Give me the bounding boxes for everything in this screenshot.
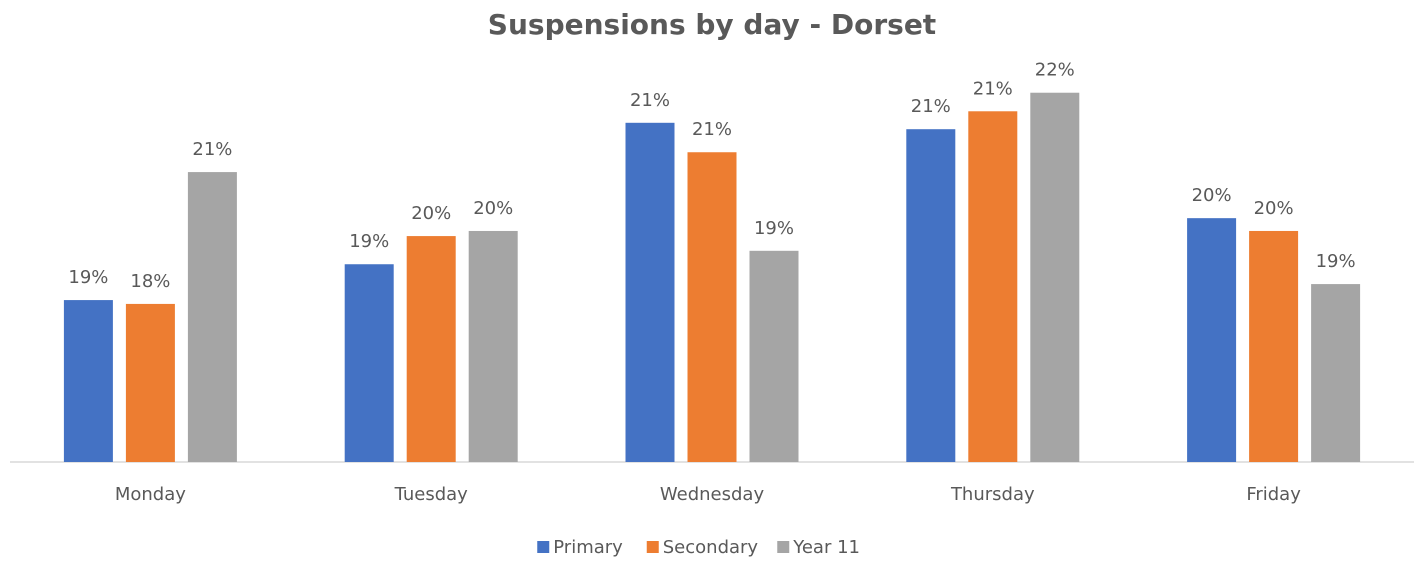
bar [749, 250, 799, 462]
bar [1030, 92, 1080, 462]
x-tick-label: Wednesday [660, 484, 765, 505]
bar [1249, 230, 1299, 462]
data-label: 21% [911, 96, 951, 117]
legend-swatch [646, 541, 659, 553]
bar [1311, 284, 1361, 462]
data-label: 19% [68, 267, 108, 288]
bar [687, 152, 737, 463]
bar [968, 111, 1018, 462]
data-label: 21% [692, 119, 732, 140]
x-tick-label: Friday [1246, 484, 1301, 505]
data-label: 20% [473, 198, 513, 219]
bar [468, 230, 518, 462]
data-label: 21% [973, 78, 1013, 99]
data-label: 20% [411, 203, 451, 224]
data-label: 22% [1035, 60, 1075, 81]
legend-label: Year 11 [792, 537, 860, 558]
chart-title: Suspensions by day - Dorset [488, 8, 936, 41]
bar [1187, 218, 1237, 462]
x-tick-label: Tuesday [394, 484, 469, 505]
data-label: 21% [192, 139, 232, 160]
bar [906, 129, 956, 462]
data-label: 19% [1316, 251, 1356, 272]
bar [406, 236, 456, 462]
x-tick-label: Thursday [950, 484, 1035, 505]
legend-swatch [537, 541, 550, 553]
bar [125, 303, 175, 462]
data-label: 19% [349, 231, 389, 252]
data-label: 20% [1192, 185, 1232, 206]
legend-swatch [777, 541, 790, 553]
data-label: 19% [754, 218, 794, 239]
data-label: 20% [1254, 198, 1294, 219]
data-label: 21% [630, 90, 670, 111]
bar [63, 300, 113, 462]
bar [344, 264, 394, 462]
x-tick-label: Monday [115, 484, 186, 505]
data-label: 18% [130, 271, 170, 292]
bar [625, 122, 675, 463]
legend-label: Secondary [663, 537, 759, 558]
legend-label: Primary [553, 537, 623, 558]
bar [187, 172, 237, 462]
